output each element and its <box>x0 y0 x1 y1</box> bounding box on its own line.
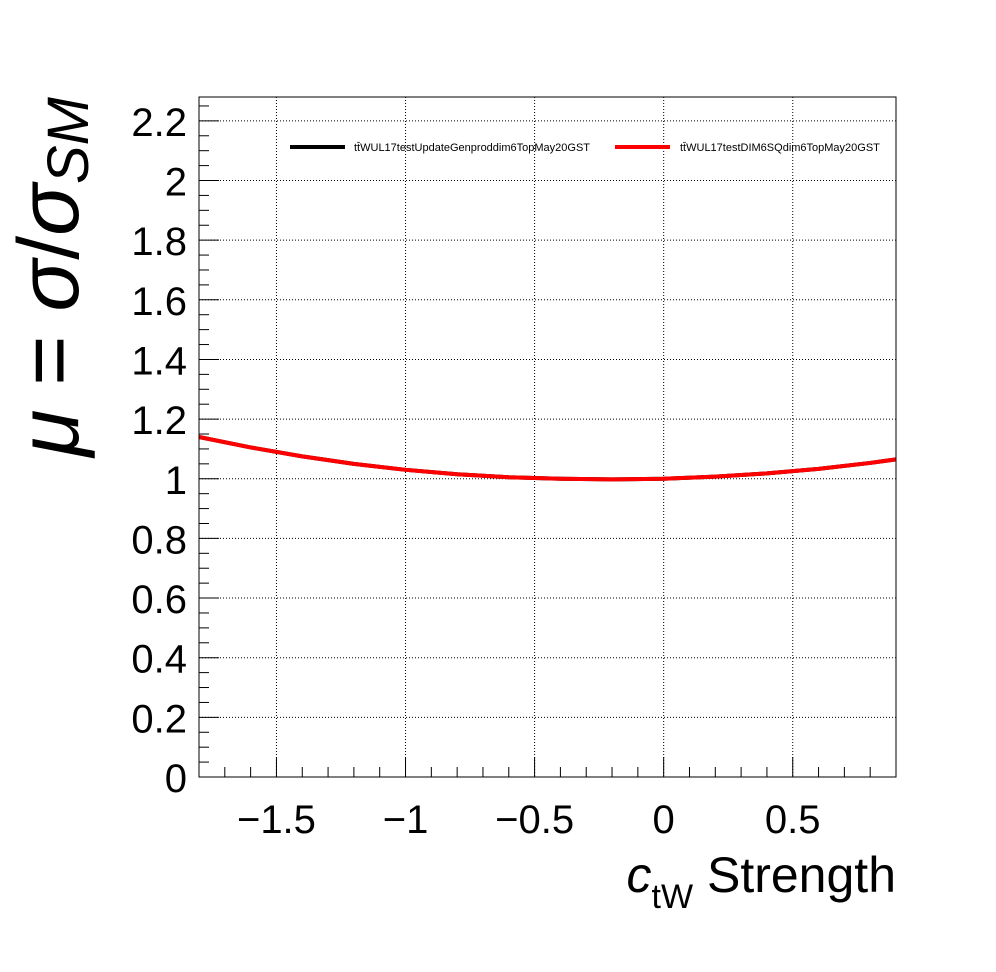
series-lines <box>198 435 897 482</box>
y-tick-label-9: 1.8 <box>131 220 187 264</box>
x-tick-label-2: −0.5 <box>495 798 574 842</box>
x-axis-title-rest: Strength <box>693 847 896 903</box>
series-line-1 <box>198 435 897 482</box>
y-tick-label-7: 1.4 <box>131 339 187 383</box>
x-axis-title-main: c <box>627 847 652 903</box>
y-tick-label-5: 1 <box>165 459 187 503</box>
tick-labels: −1.5 −1 −0.5 0 0.5 0 0.2 0.4 0.6 0.8 1 1.2 1.4 1.6 1.8… <box>131 101 820 842</box>
axis-ticks <box>198 105 897 778</box>
y-axis-title-slash: / <box>1 236 97 260</box>
x-tick-label-1: −1 <box>383 798 429 842</box>
x-tick-label-3: 0 <box>653 798 675 842</box>
y-tick-label-1: 0.2 <box>131 697 187 741</box>
legend-label-series-0: tt̄WUL17testUpdateGenproddim6TopMay20GST <box>354 142 590 154</box>
x-tick-label-0: −1.5 <box>237 798 316 842</box>
y-tick-label-3: 0.6 <box>131 578 187 622</box>
y-axis-title-mu: μ <box>1 410 97 459</box>
y-tick-label-10: 2 <box>165 161 187 205</box>
y-tick-label-0: 0 <box>165 757 187 801</box>
y-tick-label-8: 1.6 <box>131 280 187 324</box>
y-tick-label-2: 0.4 <box>131 638 187 682</box>
y-axis-title-sub: SM <box>36 96 101 184</box>
y-axis-title-eq: = <box>1 312 97 410</box>
legend-label-series-1: tt̄WUL17testDIM6SQdim6TopMay20GST <box>680 142 880 154</box>
x-tick-label-4: 0.5 <box>765 798 821 842</box>
y-axis-title: μ = σ/σSM <box>1 96 101 458</box>
y-tick-label-4: 0.8 <box>131 518 187 562</box>
x-axis-title: ctW Strength <box>627 847 896 916</box>
y-tick-label-6: 1.2 <box>131 399 187 443</box>
y-axis-title-sigma: σ <box>1 257 97 312</box>
y-tick-label-11: 2.2 <box>131 101 187 145</box>
legend: tt̄WUL17testUpdateGenproddim6TopMay20GST… <box>290 142 880 154</box>
x-axis-title-sub: tW <box>652 878 694 916</box>
plot-frame <box>198 96 897 778</box>
y-axis-title-sigma2: σ <box>1 181 97 236</box>
